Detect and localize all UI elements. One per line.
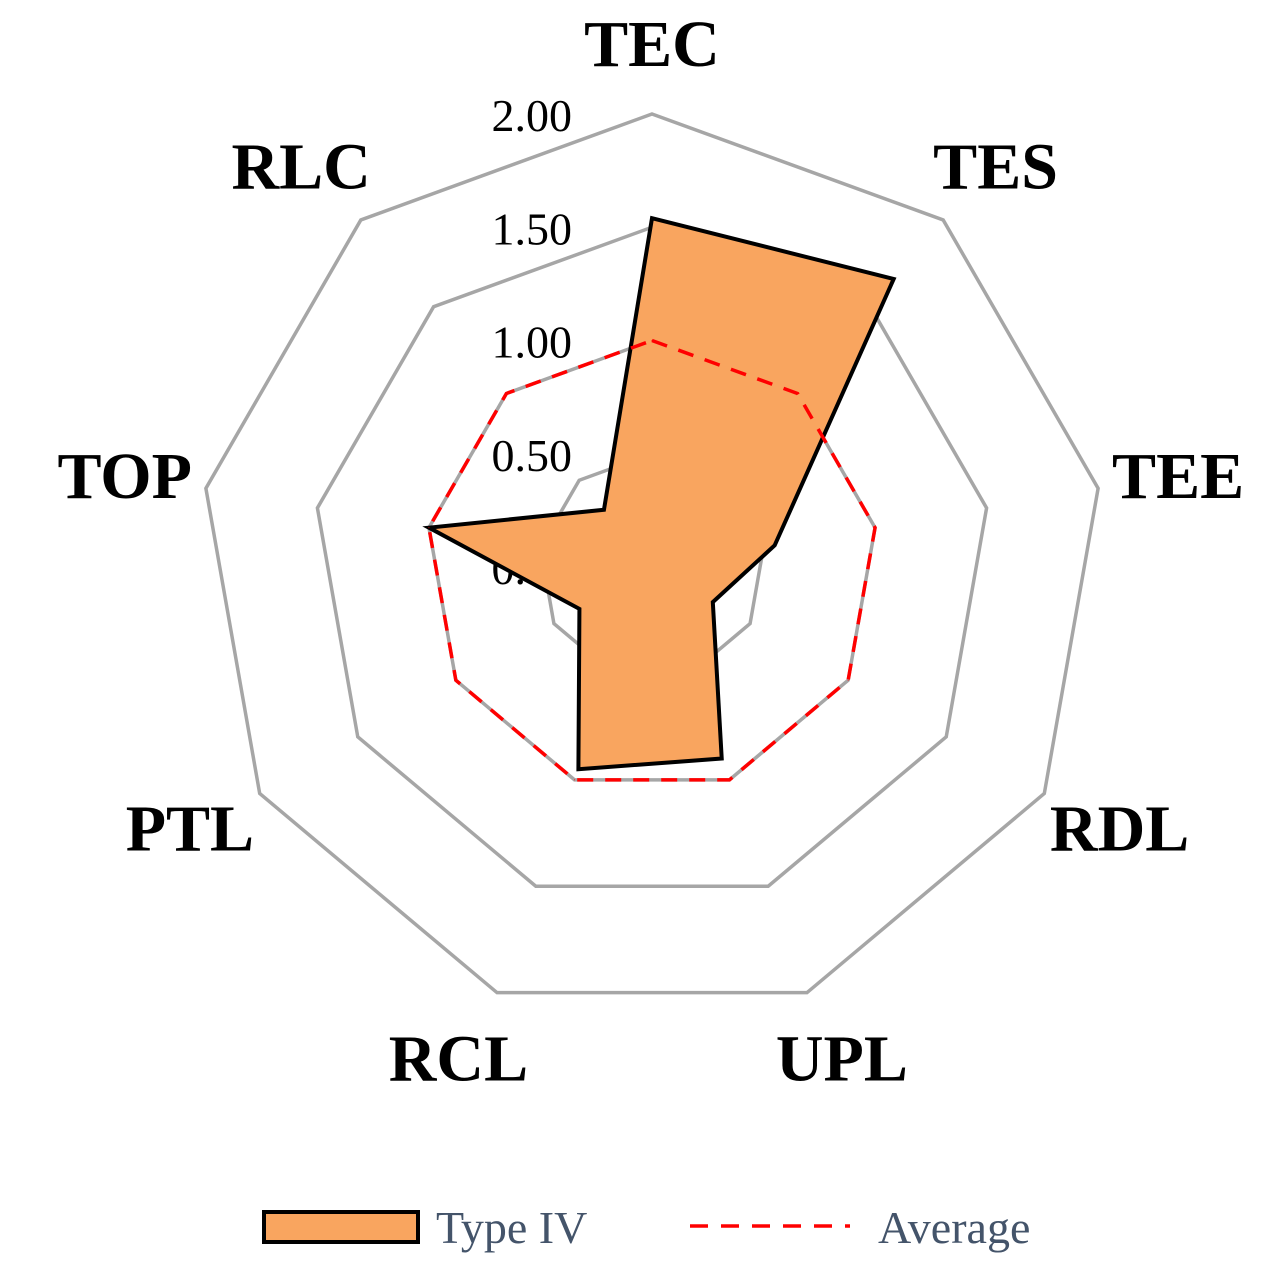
tick-label-2: 1.00	[492, 317, 573, 368]
legend-label-average: Average	[878, 1202, 1030, 1253]
average-point-tee	[874, 527, 876, 529]
type-iv-point-tec	[651, 217, 653, 219]
category-labels: TEC TES TEE RDL UPL RCL PTL TOP RLC	[57, 8, 1244, 1095]
category-label-ptl: PTL	[126, 793, 254, 866]
category-label-tes: TES	[933, 130, 1058, 203]
tick-label-1: 0.50	[492, 430, 573, 481]
average-point-rlc	[505, 392, 507, 394]
type-iv-point-tes	[893, 278, 895, 280]
series-type-iv-area	[422, 215, 897, 772]
type-iv-point-tee	[774, 544, 776, 546]
category-label-upl: UPL	[776, 1022, 908, 1095]
legend: Type IV Average	[262, 1202, 1030, 1253]
average-point-ptl	[455, 679, 457, 681]
series-average-line	[427, 338, 877, 782]
legend-swatch-type-iv	[262, 1210, 420, 1244]
tick-label-3: 1.50	[492, 203, 573, 254]
category-label-tec: TEC	[584, 8, 720, 81]
grid-ring-3	[315, 225, 989, 889]
type-iv-point-upl	[721, 758, 723, 760]
average-point-rcl	[574, 779, 576, 781]
type-iv-point-rcl	[577, 768, 579, 770]
average-point-tec	[651, 340, 653, 341]
type-iv-point-ptl	[578, 608, 580, 610]
type-iv-point-rdl	[712, 601, 714, 603]
category-label-rlc: RLC	[231, 130, 370, 203]
average-point-top	[428, 527, 430, 529]
average-point-upl	[728, 779, 730, 781]
grid-ring-4	[204, 112, 1100, 995]
series-layer	[422, 215, 897, 782]
average-point-rdl	[847, 679, 849, 681]
average-point-tes	[797, 392, 799, 394]
category-label-top: TOP	[57, 440, 191, 513]
category-label-tee: TEE	[1112, 440, 1244, 513]
legend-label-type-iv: Type IV	[436, 1202, 587, 1253]
category-label-rdl: RDL	[1050, 793, 1189, 866]
category-label-rcl: RCL	[389, 1022, 528, 1095]
type-iv-point-rlc	[603, 509, 605, 511]
tick-label-4: 2.00	[492, 90, 573, 141]
